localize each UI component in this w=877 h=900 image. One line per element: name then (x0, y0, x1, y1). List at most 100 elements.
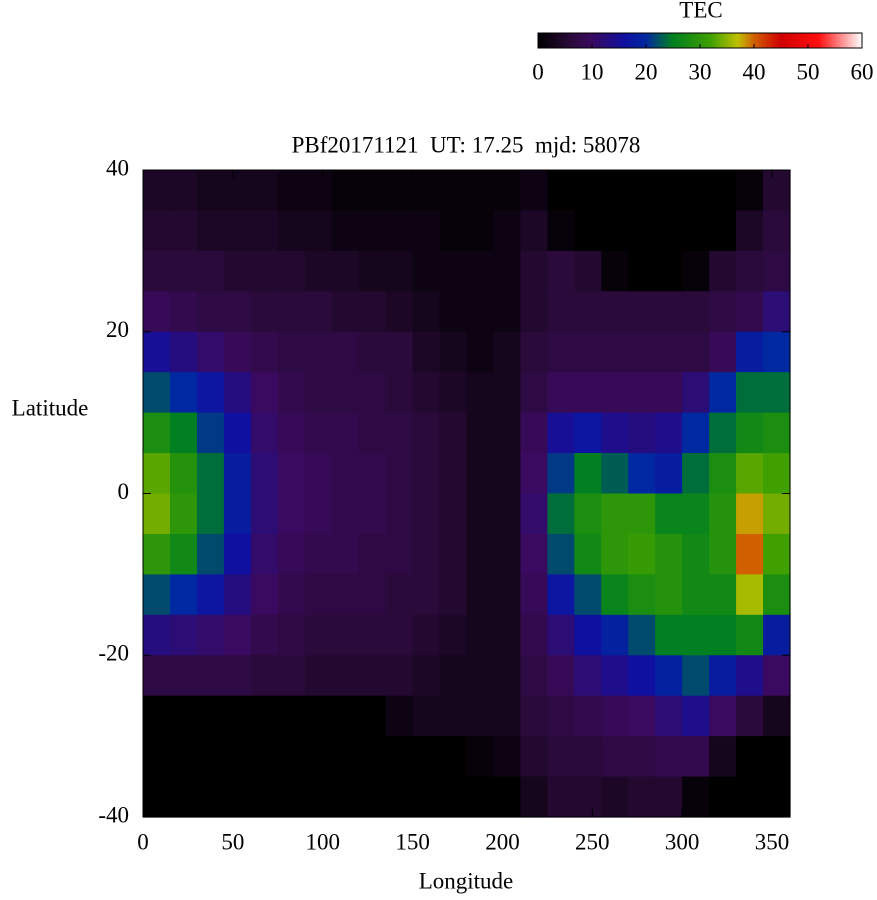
heatmap-cell (655, 574, 683, 616)
heatmap-cell (601, 776, 629, 818)
heatmap-cell (304, 250, 333, 292)
heatmap-cell (331, 736, 360, 778)
heatmap-cell (331, 695, 360, 737)
heatmap-cell (709, 655, 737, 697)
heatmap-cell (466, 655, 495, 697)
heatmap-cell (169, 291, 198, 333)
heatmap-cell (304, 614, 333, 656)
heatmap-cell (169, 574, 198, 616)
heatmap-cell (763, 372, 791, 414)
colorbar-swatch (675, 33, 679, 48)
heatmap-cell (736, 533, 764, 575)
heatmap-cell (304, 533, 333, 575)
heatmap-cell (439, 533, 468, 575)
colorbar-swatch (702, 33, 705, 48)
colorbar-swatch (552, 33, 555, 48)
heatmap-cell (709, 614, 737, 656)
heatmap-cell (196, 170, 225, 212)
heatmap-cell (196, 614, 225, 656)
heatmap-cell (655, 453, 683, 495)
heatmap-cell (196, 372, 225, 414)
heatmap-cell (304, 331, 333, 373)
heatmap-cell (709, 210, 737, 252)
heatmap-cell (358, 776, 387, 818)
heatmap-cell (493, 250, 522, 292)
heatmap-cell (412, 210, 441, 252)
colorbar-swatch (819, 33, 822, 48)
colorbar-swatch (633, 33, 636, 48)
heatmap-cell (143, 210, 171, 252)
heatmap-cell (682, 574, 710, 616)
colorbar-swatch (813, 33, 816, 48)
heatmap-cell (736, 493, 764, 535)
heatmap-cell (493, 372, 522, 414)
heatmap-cell (709, 776, 737, 818)
heatmap-cell (412, 736, 441, 778)
heatmap-cell (547, 291, 575, 333)
heatmap-cell (143, 695, 171, 737)
heatmap-cell (169, 493, 198, 535)
heatmap-cell (601, 655, 629, 697)
colorbar-swatch (584, 33, 588, 48)
heatmap-cell (385, 210, 414, 252)
colorbar-tick-label: 0 (532, 59, 544, 84)
heatmap-cell (574, 453, 602, 495)
colorbar-swatch (841, 33, 845, 48)
colorbar-swatch (815, 33, 818, 48)
heatmap-cell (493, 574, 522, 616)
heatmap-cell (277, 210, 306, 252)
heatmap-cell (547, 655, 575, 697)
heatmap (143, 170, 791, 818)
heatmap-cell (655, 210, 683, 252)
x-tick-label: 100 (305, 829, 340, 854)
heatmap-cell (709, 493, 737, 535)
heatmap-cell (250, 533, 279, 575)
heatmap-cell (169, 170, 198, 212)
heatmap-cell (250, 574, 279, 616)
heatmap-cell (682, 736, 710, 778)
colorbar-tick-label: 50 (797, 59, 820, 84)
heatmap-cell (574, 736, 602, 778)
heatmap-cell (331, 170, 360, 212)
heatmap-cell (331, 493, 360, 535)
heatmap-cell (223, 291, 252, 333)
heatmap-cell (385, 331, 414, 373)
heatmap-cell (143, 170, 171, 212)
heatmap-cell (520, 574, 548, 616)
heatmap-cell (655, 372, 683, 414)
heatmap-cell (250, 250, 279, 292)
heatmap-cell (304, 412, 333, 454)
colorbar-swatch (544, 33, 547, 48)
heatmap-cell (601, 453, 629, 495)
colorbar-swatch (700, 33, 703, 48)
heatmap-cell (574, 614, 602, 656)
heatmap-cell (250, 412, 279, 454)
colorbar-swatch (789, 33, 792, 48)
heatmap-cell (493, 493, 522, 535)
heatmap-cell (682, 533, 710, 575)
heatmap-cell (655, 493, 683, 535)
heatmap-cell (439, 453, 468, 495)
heatmap-cell (412, 291, 441, 333)
colorbar-tick-label: 30 (689, 59, 712, 84)
colorbar-swatch (795, 33, 798, 48)
colorbar-swatch (681, 33, 685, 48)
heatmap-cell (385, 372, 414, 414)
heatmap-cell (520, 210, 548, 252)
heatmap-cell (682, 493, 710, 535)
y-tick-label: 40 (106, 155, 129, 180)
heatmap-cell (169, 331, 198, 373)
colorbar-swatch (629, 33, 632, 48)
heatmap-cell (358, 493, 387, 535)
colorbar-swatch (619, 33, 622, 48)
heatmap-cell (277, 776, 306, 818)
heatmap-cell (143, 250, 171, 292)
heatmap-cell (331, 412, 360, 454)
heatmap-cell (601, 291, 629, 333)
heatmap-cell (223, 453, 252, 495)
colorbar-swatch (653, 33, 656, 48)
heatmap-cell (196, 695, 225, 737)
heatmap-cell (169, 776, 198, 818)
colorbar-swatch (576, 33, 579, 48)
heatmap-cell (143, 493, 171, 535)
